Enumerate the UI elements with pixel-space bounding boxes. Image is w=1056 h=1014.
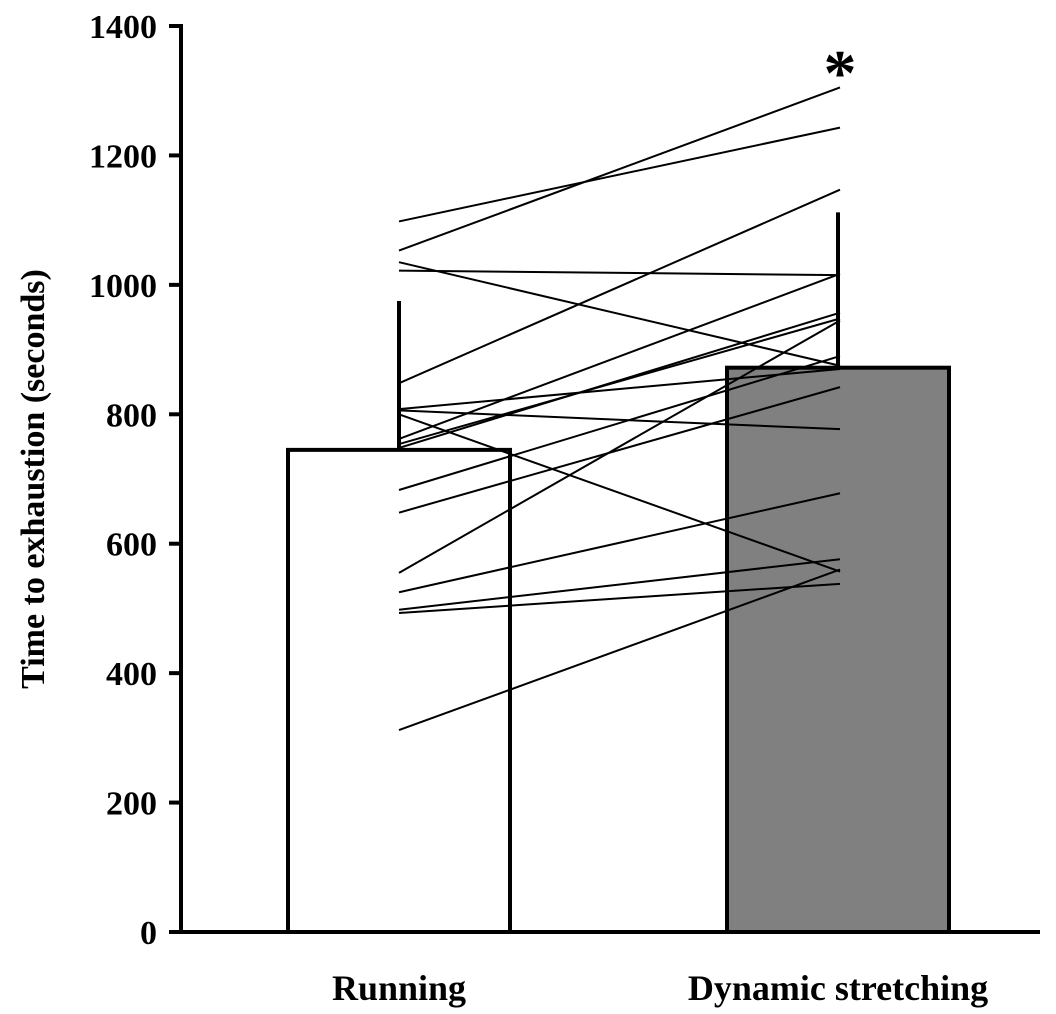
subject-line-15	[398, 492, 841, 594]
subject-line-17	[398, 582, 841, 614]
subject-line-12	[398, 355, 841, 491]
category-label-running: Running	[332, 968, 466, 1008]
subject-line-9	[398, 272, 841, 440]
y-tick-label-800: 800	[106, 397, 157, 434]
subject-line-8	[398, 413, 841, 573]
y-tick-label-200: 200	[106, 786, 157, 823]
bar-running	[286, 447, 512, 934]
subject-line-16	[398, 558, 841, 611]
subject-line-6	[398, 367, 841, 411]
subject-line-11	[398, 311, 841, 449]
bars-layer	[286, 212, 951, 935]
y-tick-label-1000: 1000	[89, 268, 157, 305]
subject-line-1	[398, 126, 841, 223]
y-tick-label-0: 0	[140, 915, 157, 952]
y-tick-label-1400: 1400	[89, 9, 157, 46]
subject-line-2	[398, 86, 841, 252]
subject-line-3	[398, 261, 841, 367]
subject-line-4	[398, 269, 841, 277]
subject-line-7	[398, 409, 841, 431]
axes-layer	[179, 24, 1040, 934]
individual-lines-layer	[398, 86, 841, 732]
y-axis-title: Time to exhaustion (seconds)	[15, 269, 52, 689]
subject-line-18	[398, 568, 841, 732]
subject-line-13	[398, 386, 841, 514]
subject-line-5	[398, 188, 841, 385]
category-labels-layer: Running Dynamic stretching	[332, 968, 988, 1008]
significance-asterisk: *	[824, 37, 857, 110]
subject-line-14	[398, 319, 841, 574]
y-ticks-layer: 0 200 400 600 800 1000 1200 1400	[89, 9, 181, 952]
y-tick-label-600: 600	[106, 527, 157, 564]
y-tick-label-400: 400	[106, 656, 157, 693]
bar-dynamic-stretching	[725, 365, 951, 935]
category-label-dynamic-stretching: Dynamic stretching	[688, 968, 988, 1008]
y-tick-label-1200: 1200	[89, 138, 157, 175]
